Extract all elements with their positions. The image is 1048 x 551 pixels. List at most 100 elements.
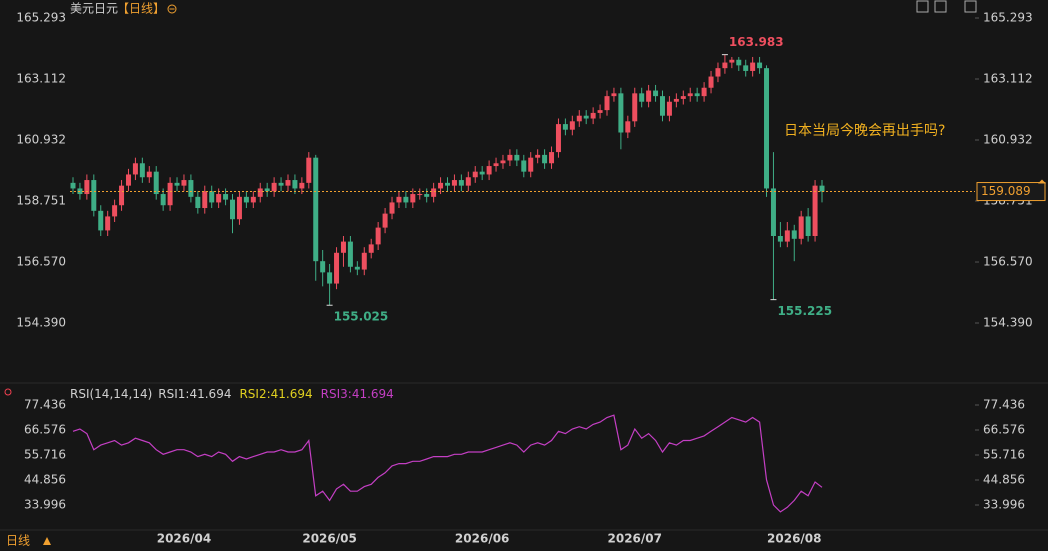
candle-body	[396, 196, 402, 203]
candle-body	[236, 196, 242, 220]
y-tick-label-right: 44.856	[983, 473, 1025, 487]
candle-body	[368, 244, 374, 253]
tool-button[interactable]	[916, 0, 929, 13]
y-tick-label-right: 33.996	[983, 498, 1025, 512]
candle-body	[188, 180, 194, 197]
rsi2-label: RSI2:41.694	[239, 387, 312, 401]
candle-body	[618, 93, 624, 133]
candle-body	[500, 160, 506, 164]
period-switch[interactable]: 日线	[6, 534, 30, 548]
candle-body	[70, 182, 76, 189]
candle-body	[334, 252, 340, 284]
candle-body	[791, 230, 797, 239]
candle-body	[493, 163, 499, 167]
candle-body	[597, 110, 603, 113]
candle-body	[361, 252, 367, 270]
candle-body	[777, 236, 783, 242]
y-tick-label: 154.390	[16, 316, 66, 330]
candle-body	[743, 65, 749, 71]
candle-body	[639, 93, 645, 102]
candle-body	[153, 171, 159, 195]
candle-body	[764, 68, 770, 189]
tool-button[interactable]	[964, 0, 977, 13]
candle-body	[514, 154, 520, 161]
candle-body	[264, 188, 270, 192]
candle-body	[216, 194, 222, 203]
candle-body	[292, 180, 298, 189]
candle-body	[736, 59, 742, 66]
y-tick-label-right: 66.576	[983, 423, 1025, 437]
candle-body	[729, 59, 735, 63]
y-tick-label-right: 156.570	[983, 255, 1033, 269]
x-tick-label: 2026/04	[157, 532, 211, 546]
y-tick-label-right: 165.293	[983, 11, 1033, 25]
x-tick-label: 2026/08	[767, 532, 821, 546]
candle-body	[382, 213, 388, 228]
rsi-line	[72, 414, 823, 513]
candle-body	[105, 216, 111, 231]
candle-body	[666, 101, 672, 116]
candle-body	[167, 182, 173, 206]
candle-body	[84, 180, 90, 195]
candle-body	[673, 98, 679, 102]
y-tick-label: 44.856	[24, 473, 66, 487]
candle-body	[479, 171, 485, 175]
period-switch-arrow	[43, 537, 51, 545]
y-tick-label-right: 160.932	[983, 132, 1033, 146]
candle-body	[708, 76, 714, 88]
candle-body	[98, 210, 104, 231]
period-label[interactable]: 【日线】	[117, 2, 165, 16]
candle-body	[230, 199, 236, 220]
low-label: 155.225	[777, 304, 832, 318]
candle-body	[340, 241, 346, 253]
y-tick-label: 55.716	[24, 448, 66, 462]
candle-body	[299, 182, 305, 189]
indicator-icon[interactable]	[4, 388, 12, 396]
candle-body	[632, 93, 638, 122]
candle-body	[375, 227, 381, 245]
rsi3-label: RSI3:41.694	[321, 387, 394, 401]
candle-body	[112, 205, 118, 217]
candle-body	[590, 112, 596, 119]
y-tick-label: 66.576	[24, 423, 66, 437]
candle-body	[223, 194, 229, 200]
y-tick-label: 156.570	[16, 255, 66, 269]
candle-body	[417, 194, 423, 196]
high-label: 163.983	[729, 35, 784, 49]
zoom-icon[interactable]	[167, 4, 177, 14]
y-tick-label: 77.436	[24, 398, 66, 412]
y-tick-label-right: 154.390	[983, 316, 1033, 330]
candle-body	[784, 230, 790, 242]
candle-body	[195, 196, 201, 209]
candle-body	[465, 177, 471, 186]
candle-body	[146, 171, 152, 178]
chart-title: 美元日元	[70, 2, 118, 16]
candle-body	[715, 68, 721, 77]
candle-body	[431, 188, 437, 197]
candle-body	[445, 182, 450, 186]
candle-body	[604, 96, 610, 111]
candle-body	[555, 124, 561, 153]
candle-body	[119, 185, 125, 206]
candle-body	[451, 180, 457, 186]
y-tick-label: 33.996	[24, 498, 66, 512]
candle-body	[694, 93, 700, 97]
candle-body	[354, 266, 360, 270]
candle-body	[750, 62, 756, 71]
candle-body	[306, 157, 312, 183]
candle-body	[625, 121, 631, 133]
x-tick-label: 2026/07	[608, 532, 662, 546]
price-tag-label: 159.089	[981, 184, 1031, 198]
candle-body	[569, 121, 575, 130]
candle-body	[562, 124, 568, 130]
candle-body	[486, 166, 492, 175]
candle-body	[701, 87, 707, 97]
y-tick-label: 165.293	[16, 11, 66, 25]
toolbar	[916, 0, 977, 13]
candle-body	[202, 191, 208, 209]
candle-body	[458, 180, 464, 186]
candle-body	[472, 171, 478, 178]
tool-button[interactable]	[934, 0, 947, 13]
